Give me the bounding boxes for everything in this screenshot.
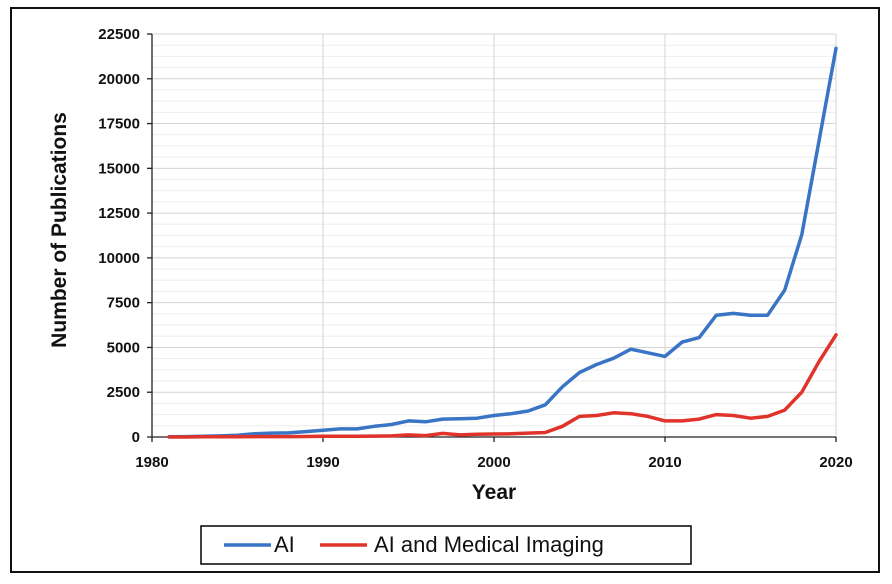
x-tick-label: 1980 [135, 454, 168, 471]
series-line-ai-medical-imaging [167, 333, 838, 439]
x-tick-label: 2020 [819, 454, 852, 471]
legend-label-ai: AI [274, 532, 295, 557]
y-axis-title: Number of Publications [48, 112, 71, 348]
x-tick-label: 1990 [306, 454, 339, 471]
legend-label-ai-medical: AI and Medical Imaging [374, 532, 604, 557]
y-tick-labels: 0 2500 5000 7500 10000 12500 15000 17500 20000 22… [98, 26, 140, 446]
y-tick-label: 22500 [98, 26, 140, 43]
y-tick-label: 10000 [98, 250, 140, 267]
y-tick-label: 17500 [98, 116, 140, 133]
legend: AI AI and Medical Imaging [200, 525, 692, 565]
y-tick-label: 7500 [107, 295, 140, 312]
y-tick-label: 0 [132, 429, 140, 446]
legend-box [200, 525, 692, 565]
series-lines [167, 46, 838, 439]
y-tick-label: 2500 [107, 384, 140, 401]
x-tick-label: 2000 [477, 454, 510, 471]
x-tick-label: 2010 [648, 454, 681, 471]
x-axis-title: Year [472, 481, 516, 504]
y-tick-label: 20000 [98, 71, 140, 88]
gridlines [152, 33, 837, 437]
y-tick-label: 15000 [98, 160, 140, 177]
series-line-ai [167, 46, 838, 439]
x-tick-labels: 1980 1990 2000 2010 2020 [135, 454, 852, 471]
y-tick-label: 5000 [107, 339, 140, 356]
y-tick-label: 12500 [98, 205, 140, 222]
